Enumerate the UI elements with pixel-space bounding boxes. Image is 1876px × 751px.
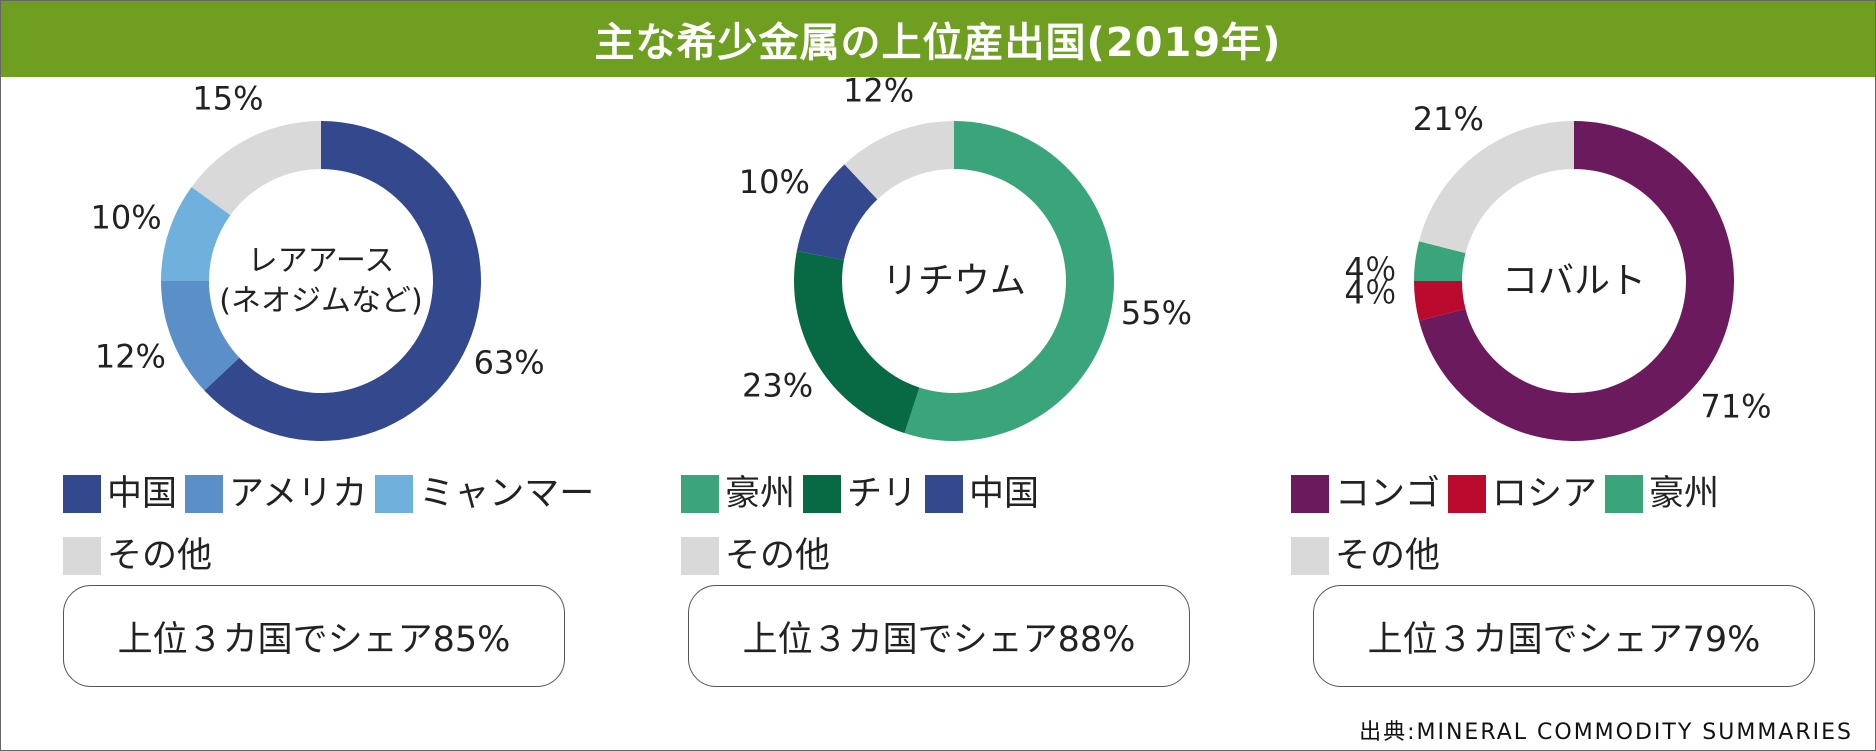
- legend-label: ロシア: [1492, 474, 1598, 514]
- legend-label: その他: [107, 536, 213, 576]
- legend-label: その他: [725, 536, 831, 576]
- slice-value-label: 10%: [90, 199, 161, 237]
- lithium-legend: 豪州 チリ 中国その他: [681, 475, 1141, 575]
- slice-value-label: 10%: [739, 163, 810, 201]
- legend-item: その他: [681, 537, 830, 575]
- legend-label: チリ: [847, 474, 918, 514]
- legend-swatch: [185, 475, 224, 513]
- donut-center-label: リチウム: [882, 261, 1026, 302]
- cobalt-donut-chart: 71% 4％4％ 21% コバルト: [1344, 100, 1772, 441]
- rare-earth-panel: 63% 12% 10% 15% レアアース (ネオジムなど) 中国 アメリカ ミャンマーその他…: [1, 77, 621, 717]
- legend-item: ミャンマー: [375, 475, 594, 513]
- rare-earth-share-summary: 上位３カ国でシェア85%: [63, 585, 565, 687]
- legend-swatch: [1291, 537, 1329, 575]
- legend-label: 豪州: [1649, 474, 1720, 514]
- legend-item: ロシア: [1448, 475, 1597, 513]
- legend-label: ミャンマー: [419, 474, 595, 514]
- donut-slice-2: [796, 164, 878, 261]
- slice-value-label: 15%: [192, 79, 263, 117]
- legend-swatch: [1605, 475, 1644, 513]
- donut-slice-0: [904, 121, 1114, 441]
- legend-swatch: [1448, 475, 1487, 513]
- legend-swatch: [681, 537, 719, 575]
- legend-item: アメリカ: [185, 475, 367, 513]
- legend-item: 中国: [925, 475, 1039, 513]
- donut-slice-0: [1419, 121, 1734, 441]
- legend-label: 中国: [107, 474, 178, 514]
- legend-item: 中国: [63, 475, 177, 513]
- legend-item: その他: [1291, 537, 1440, 575]
- donut-center-label: レアアース: [248, 244, 395, 279]
- cobalt-legend: コンゴ ロシア 豪州その他: [1291, 475, 1791, 575]
- legend-swatch: [925, 475, 964, 513]
- donut-slice-3: [1419, 121, 1574, 254]
- donut-center-label: コバルト: [1502, 261, 1646, 302]
- legend-swatch: [375, 475, 414, 513]
- legend-label: 豪州: [725, 474, 796, 514]
- legend-label: 中国: [969, 474, 1040, 514]
- donut-slice-1: [161, 281, 240, 391]
- slice-value-label: 4％: [1344, 250, 1396, 288]
- legend-swatch: [1291, 475, 1329, 513]
- legend-label: アメリカ: [229, 474, 368, 514]
- rare-earth-legend: 中国 アメリカ ミャンマーその他: [63, 475, 623, 575]
- legend-item: 豪州: [1605, 475, 1719, 513]
- slice-value-label: 23%: [742, 366, 813, 404]
- donut-center-label: (ネオジムなど): [219, 284, 422, 319]
- slice-value-label: 63%: [474, 343, 545, 381]
- slice-value-label: 71%: [1700, 388, 1771, 426]
- donut-slice-3: [844, 121, 954, 200]
- lithium-donut-chart: 55% 23% 10% 12% リチウム: [739, 71, 1192, 441]
- slice-value-label: 12%: [95, 337, 166, 375]
- lithium-panel: 55% 23% 10% 12% リチウム 豪州 チリ 中国その他 上位３カ国でシェア88%: [626, 71, 1246, 717]
- legend-item: その他: [63, 537, 212, 575]
- cobalt-share-summary: 上位３カ国でシェア79%: [1313, 585, 1815, 687]
- title-bar: 主な希少金属の上位産出国(2019年): [1, 1, 1875, 77]
- legend-swatch: [63, 475, 101, 513]
- lithium-share-summary: 上位３カ国でシェア88%: [688, 585, 1190, 687]
- chart-title: 主な希少金属の上位産出国(2019年): [594, 20, 1282, 66]
- legend-swatch: [63, 537, 101, 575]
- cobalt-panel: 71% 4％ 4％ 21% コバルト コンゴ ロシア 豪州その他 上位３カ国でシェア79%: [1251, 77, 1871, 717]
- donut-slice-1: [794, 251, 920, 434]
- donut-slice-3: [191, 121, 321, 216]
- donut-slice-1: [1414, 281, 1466, 321]
- legend-item: チリ: [803, 475, 917, 513]
- donut-slice-2: [161, 186, 231, 281]
- donut-slice-0: [204, 121, 482, 441]
- slice-value-label: 21%: [1413, 100, 1484, 138]
- legend-item: コンゴ: [1291, 475, 1440, 513]
- slice-value-label: 55%: [1121, 294, 1192, 332]
- legend-swatch: [681, 475, 719, 513]
- rare-earth-donut-chart: 63% 12% 10% 15% レアアース (ネオジムなど): [90, 79, 545, 441]
- slice-value-label: 4％: [1344, 274, 1396, 312]
- legend-label: コンゴ: [1335, 474, 1441, 514]
- legend-swatch: [803, 475, 842, 513]
- legend-label: その他: [1335, 536, 1441, 576]
- slice-value-label: 12%: [843, 71, 914, 109]
- legend-item: 豪州: [681, 475, 795, 513]
- source-note: 出典:MINERAL COMMODITY SUMMARIES: [1359, 720, 1853, 745]
- donut-slice-2: [1414, 241, 1466, 281]
